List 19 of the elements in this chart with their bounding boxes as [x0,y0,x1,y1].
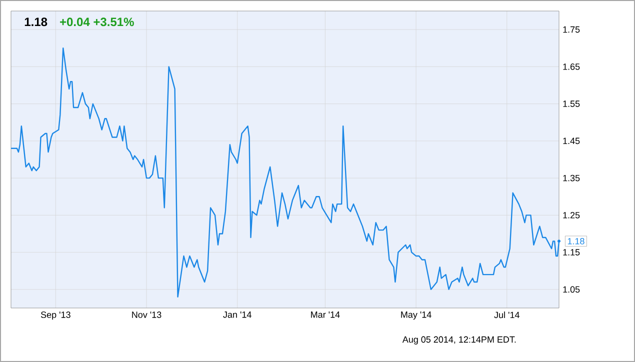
y-tick-label: 1.45 [563,138,580,144]
x-tick-label: Nov '13 [132,312,162,318]
y-tick-label: 1.35 [563,174,580,182]
chart-subtitle: +0.04 +3.51% [60,18,134,26]
x-tick-label: Sep '13 [40,312,70,320]
line-series [10,48,561,298]
chart-title: 1.18 [24,18,48,26]
text: Aug 05 2014, 12:14PM EDT. [402,336,516,344]
y-tick-label: 1.75 [563,26,580,33]
y-tick-label: 1.05 [563,286,580,293]
x-tick-label: Jan '14 [223,312,252,318]
x-tick-label: May '14 [401,312,432,320]
y-tick-label: 1.55 [563,100,580,107]
y-tick-label: 1.15 [563,249,580,256]
x-tick-label: Jul '14 [494,312,520,318]
y-tick-label: 1.65 [563,63,580,70]
annotation: 1.18 [568,238,584,244]
x-tick-label: Mar '14 [311,312,340,318]
y-tick-label: 1.25 [563,212,580,218]
